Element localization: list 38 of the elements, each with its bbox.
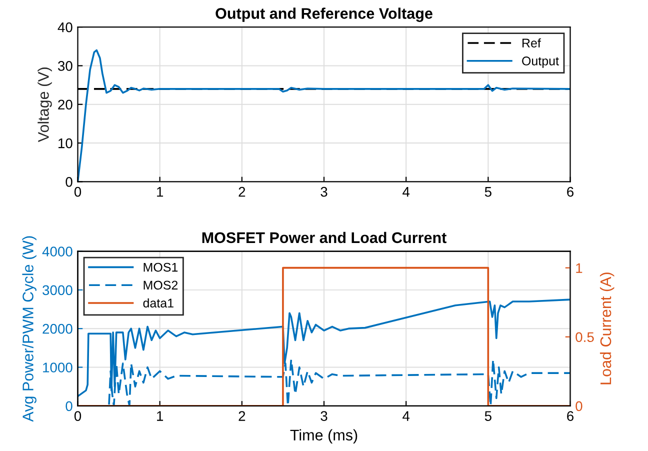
x-tick-label: 3 xyxy=(320,411,328,421)
legend-label: data1 xyxy=(143,298,174,308)
x-tick-label: 3 xyxy=(320,186,328,197)
x-axis-title: Time (ms) xyxy=(290,429,358,444)
x-tick-label: 2 xyxy=(238,411,246,421)
legend-label: MOS2 xyxy=(144,280,178,290)
x-tick-label: 4 xyxy=(402,411,410,421)
x-tick-label: 5 xyxy=(484,187,492,197)
y-tick-label: 1000 xyxy=(43,362,72,372)
chart-title: Output and Reference Voltage xyxy=(216,8,432,22)
x-tick-label: 1 xyxy=(157,411,164,421)
legend-label: Ref xyxy=(522,38,541,48)
chart-title: MOSFET Power and Load Current xyxy=(202,232,446,244)
x-tick-label: 2 xyxy=(238,186,246,197)
y-tick-label: 4000 xyxy=(42,246,72,256)
x-tick-label: 4 xyxy=(402,187,410,197)
legend-label: Output xyxy=(522,56,559,68)
x-tick-label: 0 xyxy=(74,411,82,421)
x-tick-label: 6 xyxy=(567,186,574,197)
y-axis-title: Voltage (V) xyxy=(38,68,52,142)
legend-label: MOS1 xyxy=(144,262,178,272)
y-axis-title: Avg Power/PWM Cycle (W) xyxy=(22,236,36,422)
y-tick-label: 3000 xyxy=(42,285,72,296)
x-tick-label: 5 xyxy=(484,411,492,421)
y2-axis-title: Load Current (A) xyxy=(600,272,614,384)
y-tick-label: 0 xyxy=(66,401,72,412)
x-tick-label: 6 xyxy=(567,411,574,421)
y-tick-label: 2000 xyxy=(42,324,72,334)
x-tick-label: 0 xyxy=(74,186,82,197)
y-tick-label: 10 xyxy=(58,138,72,148)
y-tick-label: 40 xyxy=(58,22,72,32)
y-tick-label: 20 xyxy=(58,100,72,110)
y2-tick-label: 1 xyxy=(576,263,582,273)
y2-tick-label: 0.5 xyxy=(576,332,594,342)
y2-tick-label: 0 xyxy=(576,401,582,412)
y-tick-label: 0 xyxy=(66,177,72,187)
x-tick-label: 1 xyxy=(157,187,164,197)
y-tick-label: 30 xyxy=(58,61,72,71)
